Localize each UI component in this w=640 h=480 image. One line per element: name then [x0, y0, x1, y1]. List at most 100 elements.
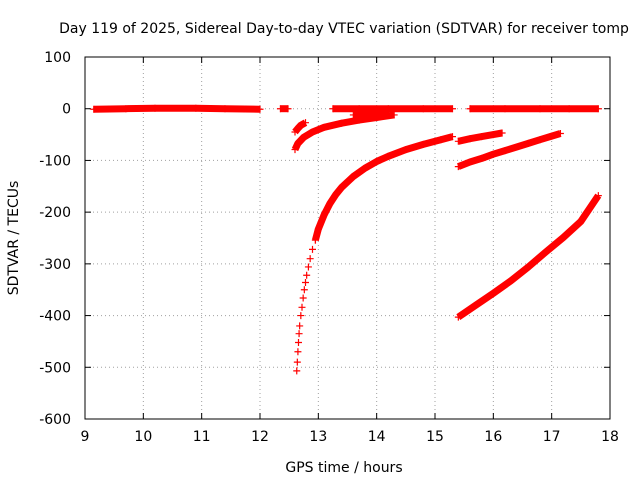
data-point	[489, 150, 497, 158]
y-tick-label: -200	[39, 205, 71, 221]
data-point	[151, 104, 159, 112]
y-tick-label: -500	[39, 360, 71, 376]
data-point	[295, 330, 303, 338]
data-point	[498, 129, 506, 137]
y-tick-label: 100	[44, 50, 71, 66]
data-point	[478, 133, 486, 141]
data-point	[295, 338, 302, 346]
series-arc-a	[291, 119, 309, 136]
data-point	[384, 152, 392, 160]
data-point	[338, 183, 346, 191]
data-point	[556, 130, 564, 138]
x-tick-label: 11	[193, 429, 211, 445]
series-baseline-1	[90, 104, 264, 113]
data-point	[594, 192, 602, 200]
data-point	[355, 105, 363, 113]
data-point	[454, 313, 462, 321]
series-band	[457, 130, 562, 170]
data-point	[298, 303, 306, 311]
data-point	[594, 105, 602, 113]
data-point	[489, 131, 497, 139]
data-point	[276, 105, 284, 113]
data-point	[300, 286, 308, 294]
series-band	[93, 104, 261, 113]
data-point	[559, 233, 567, 241]
data-point	[466, 158, 474, 166]
data-point	[302, 119, 309, 127]
data-point	[449, 105, 456, 113]
y-tick-label: -100	[39, 153, 71, 169]
data-point	[349, 111, 357, 119]
data-point	[122, 105, 130, 113]
data-point	[466, 135, 474, 143]
data-point	[513, 143, 521, 151]
x-tick-label: 13	[309, 429, 327, 445]
data-point	[314, 225, 322, 233]
data-point	[536, 105, 544, 113]
data-point	[329, 105, 337, 113]
y-tick-label: -400	[39, 309, 71, 325]
data-point	[326, 199, 334, 207]
data-point	[466, 105, 474, 113]
data-point	[297, 312, 305, 320]
series-arc-f	[454, 130, 564, 171]
data-point	[536, 136, 544, 144]
data-point	[419, 140, 427, 148]
x-tick-label: 16	[484, 429, 502, 445]
series-arc-e	[454, 129, 506, 145]
x-tick-label: 17	[543, 429, 561, 445]
data-point	[332, 191, 340, 199]
data-point	[90, 105, 98, 113]
data-point	[449, 133, 456, 141]
data-point	[320, 211, 328, 219]
data-point	[501, 105, 509, 113]
plot-frame	[84, 56, 611, 420]
y-tick-labels: 100 0 -100 -200 -300 -400 -500 -600	[39, 50, 71, 428]
data-point	[548, 132, 556, 140]
data-point	[437, 136, 445, 144]
x-tick-label: 18	[601, 429, 619, 445]
series-baseline-3	[329, 105, 456, 113]
data-point	[309, 245, 316, 253]
x-tick-label: 12	[251, 429, 269, 445]
x-axis-label: GPS time / hours	[285, 460, 402, 476]
data-point	[524, 139, 532, 147]
x-tick-labels: 9 10 11 12 13 14 15 16 17 18	[81, 429, 619, 445]
data-point	[577, 217, 585, 225]
data-point	[390, 111, 398, 119]
series-band	[456, 193, 602, 320]
data-point	[320, 123, 328, 131]
data-point	[311, 236, 319, 244]
data-point	[349, 172, 357, 180]
data-point	[294, 139, 302, 147]
data-point	[478, 154, 486, 162]
data-point	[355, 116, 363, 124]
data-point	[291, 146, 299, 154]
data-point	[302, 278, 309, 286]
data-point	[454, 163, 462, 171]
x-tick-label: 14	[368, 429, 386, 445]
data-point	[489, 289, 497, 297]
data-point	[296, 322, 304, 330]
x-tick-label: 10	[134, 429, 152, 445]
data-point	[472, 301, 480, 309]
series-band	[292, 119, 308, 135]
data-point	[284, 105, 292, 113]
series-arc-g	[454, 192, 602, 321]
data-point	[299, 294, 307, 302]
series-arc-c	[293, 236, 319, 375]
data-point	[300, 133, 308, 141]
data-point	[294, 348, 302, 356]
data-marks	[90, 104, 602, 375]
data-point	[454, 137, 462, 145]
data-point	[221, 105, 229, 113]
data-point	[291, 128, 299, 136]
series-baseline-2	[276, 105, 292, 113]
data-point	[293, 358, 301, 366]
data-point	[524, 263, 532, 271]
data-point	[361, 164, 369, 172]
data-point	[501, 147, 509, 155]
y-tick-label: -600	[39, 412, 71, 428]
data-point	[303, 271, 311, 279]
